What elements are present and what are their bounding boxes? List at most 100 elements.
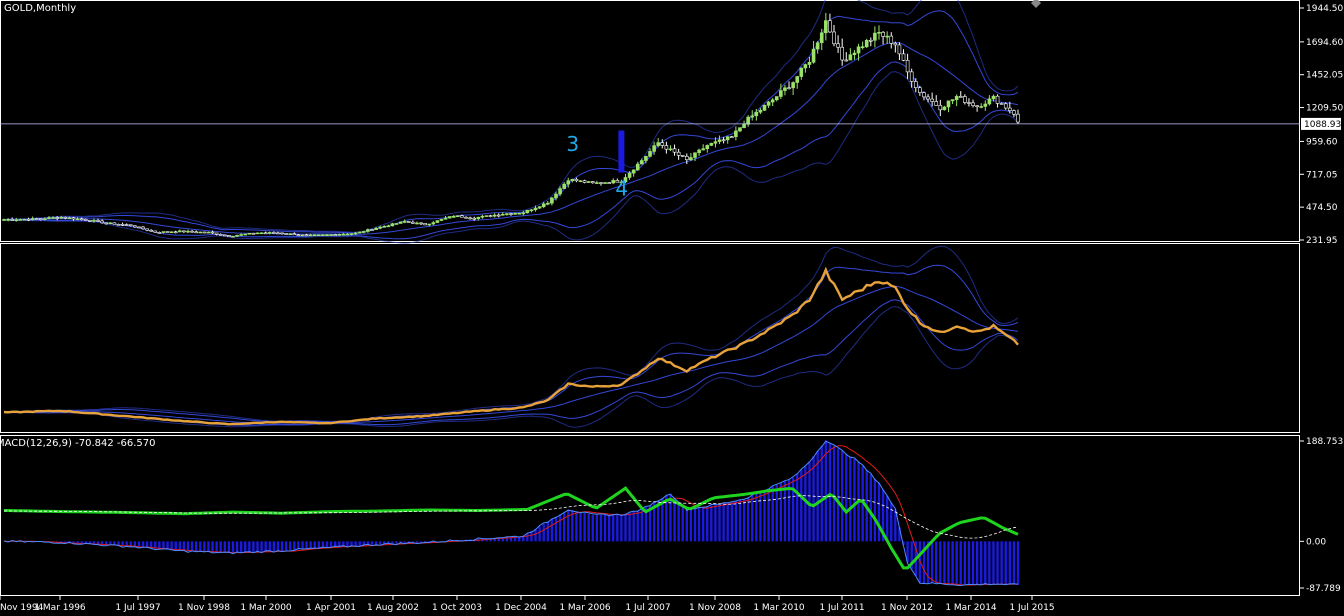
candle-body — [108, 222, 113, 225]
macd-histogram-bar — [975, 541, 979, 585]
macd-histogram-bar — [763, 489, 766, 542]
macd-histogram-bar — [828, 442, 832, 542]
macd-histogram-bar — [174, 541, 177, 551]
candle-body — [239, 234, 243, 236]
macd-histogram-bar — [873, 478, 877, 542]
candle-body — [292, 233, 297, 236]
candle-body — [460, 215, 464, 218]
candle-body — [762, 105, 767, 111]
line-panel[interactable] — [3, 245, 1019, 428]
candle-body — [451, 216, 456, 218]
candle-body — [954, 96, 959, 100]
candle-body — [926, 96, 930, 100]
macd-histogram-bar — [383, 541, 386, 545]
y-tick-label: 959.60 — [1306, 137, 1338, 147]
candle-body — [259, 232, 264, 235]
macd-histogram-bar — [746, 497, 750, 542]
macd-histogram-bar — [669, 493, 672, 542]
macd-histogram-bar — [959, 541, 962, 585]
macd-histogram-bar — [223, 541, 226, 553]
candle-body — [586, 181, 591, 183]
x-tick-label: 1 Dec 2004 — [495, 603, 547, 613]
candle-body — [145, 228, 149, 231]
macd-histogram-bar — [587, 513, 590, 542]
candle-body — [619, 181, 624, 184]
wave-annotation[interactable]: 3 — [566, 132, 579, 156]
macd-histogram-bar — [673, 497, 676, 542]
macd-histogram-bar — [840, 450, 844, 542]
y-tick-label: 1452.05 — [1306, 71, 1343, 81]
candle-body — [566, 180, 571, 185]
macd-histogram-bar — [963, 541, 967, 585]
macd-histogram-bar — [80, 541, 83, 544]
candle-body — [693, 152, 697, 158]
macd-histogram-bar — [791, 477, 795, 542]
x-tick-label: 1 Jul 2015 — [1009, 603, 1054, 613]
candle-body — [202, 231, 207, 234]
macd-histogram-bar — [1016, 541, 1020, 585]
macd-histogram-bar — [497, 537, 500, 542]
macd-histogram-bar — [603, 514, 607, 542]
candle-body — [137, 226, 141, 229]
macd-histogram-bar — [194, 541, 198, 552]
candle-body — [615, 180, 620, 183]
macd-histogram-bar — [248, 541, 251, 553]
macd-histogram-bar — [943, 541, 946, 585]
candle-body — [554, 193, 558, 199]
y-tick-label: 231.95 — [1306, 236, 1338, 246]
macd-histogram-bar — [1008, 541, 1012, 585]
candle-body — [652, 145, 656, 152]
macd-histogram-bar — [652, 502, 656, 542]
candle-body — [979, 106, 984, 108]
candle-body — [836, 43, 840, 48]
candle-body — [88, 220, 92, 222]
candle-body — [701, 148, 705, 151]
macd-histogram-bar — [755, 493, 758, 542]
macd-histogram-bar — [607, 514, 611, 542]
candle-body — [856, 46, 861, 54]
macd-histogram-bar — [677, 501, 680, 542]
macd-histogram-bar — [706, 506, 709, 542]
candle-body — [182, 230, 186, 233]
candle-body — [521, 212, 526, 215]
candle-body — [157, 232, 162, 234]
candle-body — [312, 234, 317, 237]
candle-body — [848, 54, 853, 61]
macd-histogram-bar — [571, 510, 574, 542]
candle-body — [165, 231, 170, 233]
candle-body — [983, 103, 988, 107]
candle-body — [672, 148, 677, 153]
highlight-bar[interactable] — [618, 130, 625, 173]
macd-panel[interactable] — [3, 440, 1020, 587]
candle-body — [676, 151, 681, 156]
candle-body — [63, 216, 68, 219]
macd-histogram-bar — [808, 461, 811, 542]
candle-body — [644, 156, 648, 161]
candle-body — [754, 111, 759, 117]
candle-body — [750, 115, 755, 118]
macd-histogram-bar — [129, 541, 132, 547]
candle-body — [218, 234, 223, 236]
candle-body — [18, 219, 23, 221]
macd-histogram-bar — [718, 504, 721, 542]
price-panel[interactable]: 1088.93 3 4 — [0, 0, 1341, 244]
candle-body — [304, 234, 309, 237]
chart-shift-marker-icon[interactable] — [1031, 0, 1041, 8]
candle-body — [975, 105, 979, 107]
macd-histogram-bar — [575, 511, 578, 542]
candle-body — [186, 230, 190, 233]
macd-histogram-bar — [824, 440, 828, 542]
macd-histogram-bar — [783, 481, 787, 542]
macd-histogram-bar — [121, 541, 124, 547]
line-band — [3, 299, 1019, 426]
candle-body — [468, 217, 472, 220]
macd-histogram-bar — [64, 541, 67, 543]
candle-body — [819, 32, 824, 44]
candle-body — [280, 232, 284, 235]
wave-annotation[interactable]: 4 — [615, 177, 628, 201]
macd-green-line — [4, 486, 1019, 570]
macd-histogram-bar — [939, 541, 942, 584]
macd-histogram-bar — [693, 508, 697, 542]
macd-histogram-bar — [951, 541, 954, 585]
